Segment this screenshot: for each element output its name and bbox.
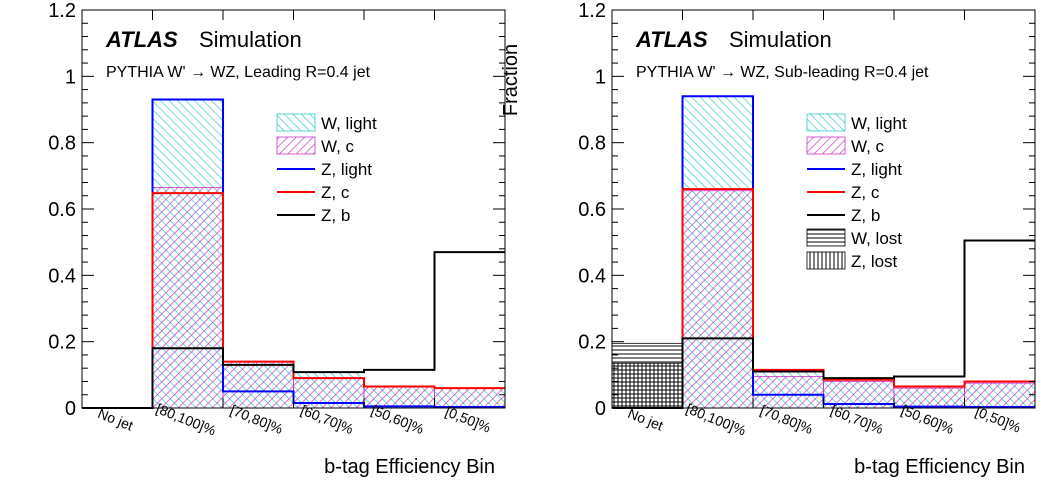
legend-swatch — [276, 136, 316, 155]
x-axis-label: b-tag Efficiency Bin — [324, 456, 495, 478]
atlas-label: ATLAS — [105, 27, 178, 52]
subtitle: PYTHIA W' → WZ, Leading R=0.4 jet — [106, 64, 371, 81]
bar-w-c-2 — [752, 376, 824, 409]
legend-label: Z, lost — [851, 252, 898, 271]
legend-label: W, light — [851, 114, 907, 133]
legend-label: Z, b — [321, 206, 350, 225]
legend-swatch — [806, 136, 846, 155]
legend-swatch — [806, 228, 846, 247]
y-tick-label: 1.2 — [578, 0, 606, 22]
series-line-z-c — [82, 192, 505, 409]
legend-label: Z, c — [321, 183, 350, 202]
y-tick-label: 0.2 — [578, 332, 606, 354]
atlas-simulation-label: Simulation — [729, 27, 832, 52]
series-line-z-b — [612, 239, 1035, 409]
legend-label: Z, light — [321, 160, 372, 179]
atlas-simulation-label: Simulation — [199, 27, 302, 52]
y-tick-label: 0.8 — [48, 133, 76, 155]
legend-label: W, c — [851, 137, 885, 156]
chart-panel-1: 00.20.40.60.811.2No jet [80,100]% [70,80]%… — [48, 0, 506, 478]
subtitle: PYTHIA W' → WZ, Sub-leading R=0.4 jet — [636, 64, 929, 81]
y-tick-label: 0.6 — [48, 199, 76, 221]
x-tick-label: No jet — [96, 405, 136, 434]
y-tick-label: 0.4 — [48, 265, 76, 287]
x-tick-label: No jet — [626, 405, 666, 434]
y-tick-label: 1 — [65, 66, 76, 88]
legend-label: W, lost — [851, 229, 902, 248]
legend-label: Z, light — [851, 160, 902, 179]
atlas-label: ATLAS — [635, 27, 708, 52]
bar-w-c-1 — [682, 190, 754, 409]
legend-swatch — [806, 251, 846, 270]
y-axis-label: Fraction — [500, 44, 522, 116]
bar-z-lost-0 — [611, 362, 683, 409]
bar-w-c-5 — [964, 382, 1036, 409]
y-tick-label: 0.2 — [48, 332, 76, 354]
y-tick-label: 0.4 — [578, 265, 606, 287]
legend-label: W, light — [321, 114, 377, 133]
y-tick-label: 1 — [595, 66, 606, 88]
legend-swatch — [276, 113, 316, 132]
y-tick-label: 1.2 — [48, 0, 76, 22]
x-axis-label: b-tag Efficiency Bin — [854, 456, 1025, 478]
bar-w-c-overlay-1 — [152, 187, 224, 409]
legend-swatch — [806, 113, 846, 132]
legend-label: W, c — [321, 137, 355, 156]
series-line-z-b — [82, 251, 505, 409]
y-tick-label: 0 — [595, 398, 606, 420]
y-tick-label: 0.6 — [578, 199, 606, 221]
bar-w-c-overlay-5 — [434, 387, 506, 409]
legend-label: Z, b — [851, 206, 880, 225]
y-tick-label: 0 — [65, 398, 76, 420]
chart-panel-2: 00.20.40.60.811.2No jet [80,100]% [70,80]%… — [500, 0, 1036, 478]
y-tick-label: 0.8 — [578, 133, 606, 155]
legend-label: Z, c — [851, 183, 880, 202]
